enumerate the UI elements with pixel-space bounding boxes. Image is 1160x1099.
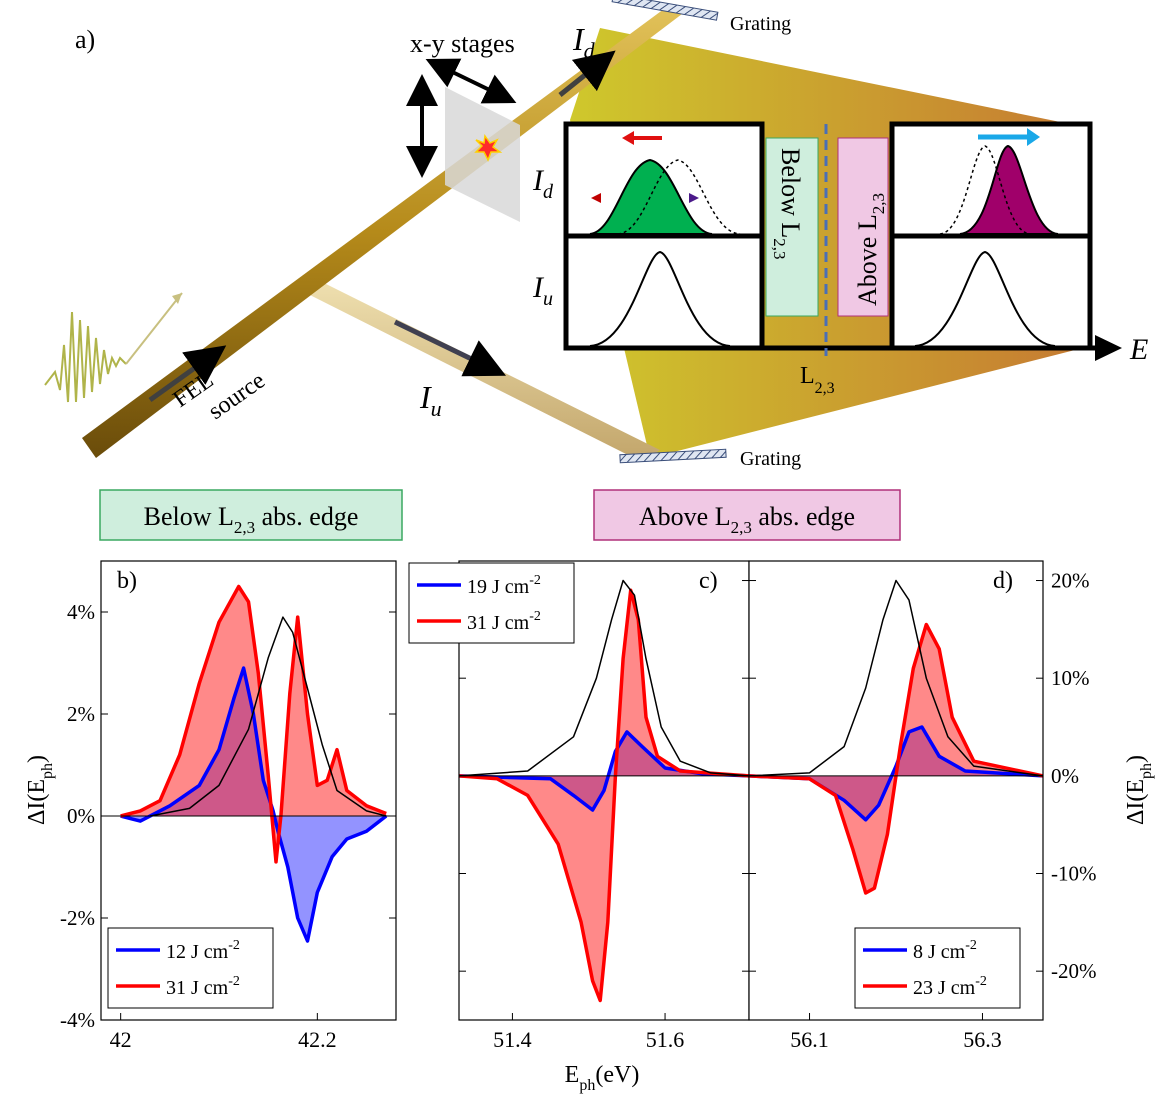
stage-arrow-diagonal bbox=[425, 58, 517, 104]
panel-label: c) bbox=[699, 568, 718, 594]
y-axis-label: ΔI(Eph) bbox=[1123, 755, 1155, 825]
plot-content bbox=[459, 579, 749, 1003]
below-edge-box bbox=[99, 489, 403, 541]
legend: 12 J cm-2 31 J cm-2 bbox=[107, 927, 274, 1009]
x-tick-label: 51.6 bbox=[646, 1027, 685, 1052]
charts: 42 42.2 4% 2% 0% -2% -4% b) 12 J cm-2 31 J cm-2 ΔI… bbox=[24, 560, 1155, 1094]
legend-box bbox=[408, 562, 575, 644]
chart-d: 56.1 56.3 20% 10% 0% -10% -20% d) 8 J cm-2 23 J c… bbox=[565, 560, 1155, 1094]
x-tick-label: 51.4 bbox=[493, 1027, 532, 1052]
below-box bbox=[765, 137, 819, 317]
y-tick-label: 20% bbox=[1051, 569, 1090, 593]
below-box-label: Below L2,3 bbox=[770, 148, 805, 260]
legend-label: 19 J cm-2 bbox=[467, 573, 541, 598]
grating-bottom-label: Grating bbox=[740, 448, 801, 470]
grating-top bbox=[611, 0, 719, 21]
beam-arrow-3 bbox=[393, 319, 507, 377]
above-edge-label: Above L2,3 abs. edge bbox=[639, 502, 855, 537]
y-tick-label: -4% bbox=[60, 1008, 95, 1032]
y-tick-label: 4% bbox=[67, 600, 95, 624]
x-tick-label: 42 bbox=[110, 1027, 132, 1052]
y-axis-label: ΔI(Eph) bbox=[24, 755, 56, 825]
axes-frame bbox=[748, 560, 1044, 1021]
x-tick-label: 56.3 bbox=[963, 1027, 1002, 1052]
fel-pulse-icon bbox=[44, 311, 127, 403]
chart-b: 42 42.2 4% 2% 0% -2% -4% b) 12 J cm-2 31 J cm-2 ΔI… bbox=[24, 560, 397, 1052]
fel-beam bbox=[82, 6, 682, 458]
below-edge-label: Below L2,3 abs. edge bbox=[144, 502, 359, 537]
above-box-label: Above L2,3 bbox=[853, 193, 888, 306]
inset-Id-label: Id bbox=[532, 164, 554, 203]
below-reference bbox=[617, 159, 741, 235]
beam-Iu-label: Iu bbox=[419, 379, 442, 421]
axes-frame bbox=[100, 560, 397, 1021]
series-line bbox=[120, 584, 387, 864]
stages-label: x-y stages bbox=[410, 29, 515, 58]
reference-peak-left bbox=[589, 250, 731, 347]
legend-label: 8 J cm-2 bbox=[913, 938, 977, 963]
series-area bbox=[459, 590, 749, 1001]
panel-label: d) bbox=[993, 568, 1013, 594]
legend-box bbox=[107, 927, 274, 1009]
beam-Id-label: Id bbox=[572, 21, 596, 63]
above-reference bbox=[939, 145, 1031, 235]
fel-pulse-arrow bbox=[125, 292, 183, 365]
legend-label: 31 J cm-2 bbox=[467, 609, 541, 634]
x-axis-label: Eph(eV) bbox=[565, 1062, 640, 1094]
chart-c: 51.4 51.6 c) 19 J cm-2 31 J cm-2 bbox=[408, 560, 750, 1052]
y-tick-label: 0% bbox=[67, 804, 95, 828]
legend-box bbox=[854, 927, 1021, 1009]
grating-bottom bbox=[619, 448, 727, 464]
reference-line bbox=[749, 579, 1043, 777]
grating-top-label: Grating bbox=[730, 13, 791, 35]
series-line bbox=[749, 622, 1043, 895]
above-box bbox=[837, 137, 889, 317]
panel-label: b) bbox=[117, 568, 137, 594]
y-tick-label: 2% bbox=[67, 702, 95, 726]
above-peak bbox=[959, 144, 1059, 235]
legend-label: 12 J cm-2 bbox=[166, 938, 240, 963]
inset-Iu-label: Iu bbox=[532, 271, 553, 310]
spectrum-inset: E L2,3 Below L2,3 Above L2,3 Id Iu bbox=[532, 121, 1148, 397]
x-tick-label: 42.2 bbox=[298, 1027, 337, 1052]
y-tick-label: -20% bbox=[1051, 959, 1097, 983]
y-tick-label: -10% bbox=[1051, 862, 1097, 886]
plot-content bbox=[120, 584, 388, 943]
panel-a-label: a) bbox=[75, 25, 95, 54]
legend: 8 J cm-2 23 J cm-2 bbox=[854, 927, 1021, 1009]
beam-arrow-1 bbox=[148, 345, 227, 403]
y-tick-label: 0% bbox=[1051, 764, 1079, 788]
energy-axis-label: E bbox=[1129, 333, 1148, 366]
legend-label: 23 J cm-2 bbox=[913, 974, 987, 999]
above-edge-box bbox=[593, 489, 901, 541]
reference-line bbox=[459, 579, 749, 777]
x-tick-label: 56.1 bbox=[790, 1027, 829, 1052]
interaction-spot bbox=[474, 134, 503, 162]
reference-peak-right bbox=[914, 250, 1056, 347]
edge-label: L2,3 bbox=[800, 363, 835, 397]
y-tick-label: -2% bbox=[60, 906, 95, 930]
y-tick-label: 10% bbox=[1051, 666, 1090, 690]
beam-arrow-2 bbox=[558, 50, 616, 97]
plot-content bbox=[749, 579, 1043, 895]
series-line bbox=[459, 588, 749, 1003]
sample-plane bbox=[445, 87, 520, 222]
panel-a: a) x-y stages Grating Grating Id Iu FELs… bbox=[44, 0, 1148, 470]
reference-line bbox=[150, 616, 387, 817]
legend-label: 31 J cm-2 bbox=[166, 974, 240, 999]
legend: 19 J cm-2 31 J cm-2 bbox=[408, 562, 575, 644]
energy-axis-arrowhead bbox=[1095, 335, 1122, 361]
below-peak bbox=[589, 158, 713, 235]
